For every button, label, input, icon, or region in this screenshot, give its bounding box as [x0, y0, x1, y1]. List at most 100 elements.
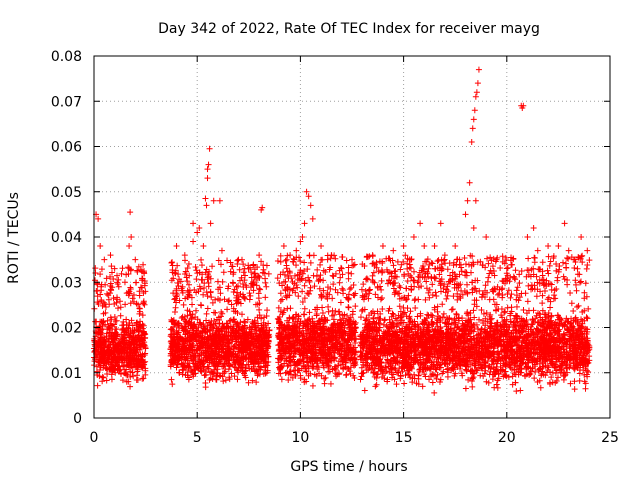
data-point-upper [133, 300, 140, 307]
data-point-bulk [139, 321, 146, 328]
data-point-bulk [116, 367, 123, 374]
data-point-bulk [119, 377, 126, 384]
data-point-bulk [108, 376, 115, 383]
data-point-bulk [99, 378, 106, 385]
data-point-bulk [134, 319, 141, 326]
data-point-bulk [98, 357, 105, 364]
data-point-bulk [127, 333, 134, 340]
data-point-upper [141, 301, 148, 308]
data-point-bulk [101, 337, 108, 344]
data-point-upper [123, 290, 130, 297]
data-point-bulk [139, 364, 146, 371]
data-point-bulk [100, 374, 107, 381]
data-point-upper [136, 305, 143, 312]
data-point-bulk [224, 306, 231, 313]
data-point-bulk [123, 371, 130, 378]
data-point-bulk [111, 313, 118, 320]
data-point-bulk [140, 322, 147, 329]
data-point-bulk [123, 366, 130, 373]
data-point-bulk [127, 344, 134, 351]
data-point-bulk [130, 373, 137, 380]
data-point-bulk [131, 354, 138, 361]
data-point-bulk [104, 317, 111, 324]
data-point-bulk [220, 378, 227, 385]
data-point-bulk [110, 355, 117, 362]
data-point-upper [107, 280, 114, 287]
data-point-upper [129, 295, 136, 302]
data-point-bulk [136, 323, 143, 330]
data-point-bulk [103, 377, 110, 384]
data-point-upper [140, 261, 147, 268]
data-point-bulk [94, 382, 101, 389]
data-point-bulk [132, 350, 139, 357]
data-point-upper [108, 263, 115, 270]
data-point-bulk [123, 348, 130, 355]
data-point-bulk [104, 371, 111, 378]
data-point-upper [108, 269, 115, 276]
data-point-upper [127, 266, 134, 273]
data-point-upper [107, 273, 114, 280]
data-point-bulk [242, 374, 249, 381]
data-point-bulk [140, 328, 147, 335]
data-point-upper [102, 303, 109, 310]
data-point-bulk [121, 331, 128, 338]
data-point-upper [99, 302, 106, 309]
data-point-bulk [114, 331, 121, 338]
data-point-upper [103, 275, 110, 282]
data-point-upper [105, 296, 112, 303]
data-point-bulk [116, 355, 123, 362]
data-point-bulk [119, 322, 126, 329]
data-point-bulk [118, 370, 125, 377]
data-point-bulk [99, 326, 106, 333]
data-point-upper [135, 263, 142, 270]
data-point-bulk [249, 377, 256, 384]
data-point-bulk [91, 356, 98, 363]
data-point-bulk [104, 344, 111, 351]
data-point-bulk [120, 318, 127, 325]
data-point-bulk [92, 318, 99, 325]
data-point-bulk [128, 340, 135, 347]
data-point-upper [117, 304, 124, 311]
data-point-bulk [135, 362, 142, 369]
data-point-bulk [120, 337, 127, 344]
data-point-upper [98, 297, 105, 304]
data-point-upper [141, 270, 148, 277]
data-point-bulk [95, 358, 102, 365]
data-point-upper [94, 280, 101, 287]
data-point-bulk [169, 381, 176, 388]
data-point-bulk [141, 341, 148, 348]
data-point-upper [110, 295, 117, 302]
data-point-upper [140, 300, 147, 307]
data-point-upper [114, 281, 121, 288]
data-point-bulk [133, 377, 140, 384]
data-point-bulk [113, 359, 120, 366]
data-point-bulk [117, 312, 124, 319]
data-point-upper [127, 284, 134, 291]
data-point-bulk [134, 368, 141, 375]
data-point-bulk [114, 366, 121, 373]
data-point-bulk [140, 359, 147, 366]
data-point-upper [110, 276, 117, 283]
data-point-upper [122, 301, 129, 308]
data-point-upper [94, 293, 101, 300]
data-point-bulk [111, 321, 118, 328]
data-point-bulk [97, 331, 104, 338]
data-point-upper [127, 300, 134, 307]
data-point-upper [119, 265, 126, 272]
data-point-bulk [96, 367, 103, 374]
data-point-upper [97, 271, 104, 278]
data-point-bulk [106, 365, 113, 372]
data-point-upper [134, 268, 141, 275]
data-point-bulk [244, 316, 251, 323]
data-point-upper [104, 290, 111, 297]
data-point-bulk [101, 362, 108, 369]
data-point-bulk [107, 320, 114, 327]
data-point-upper [115, 276, 122, 283]
data-point-bulk [98, 318, 105, 325]
data-point-upper [139, 275, 146, 282]
data-point-upper [114, 272, 121, 279]
data-point-upper [114, 294, 121, 301]
data-point-bulk [112, 317, 119, 324]
data-point-bulk [126, 364, 133, 371]
